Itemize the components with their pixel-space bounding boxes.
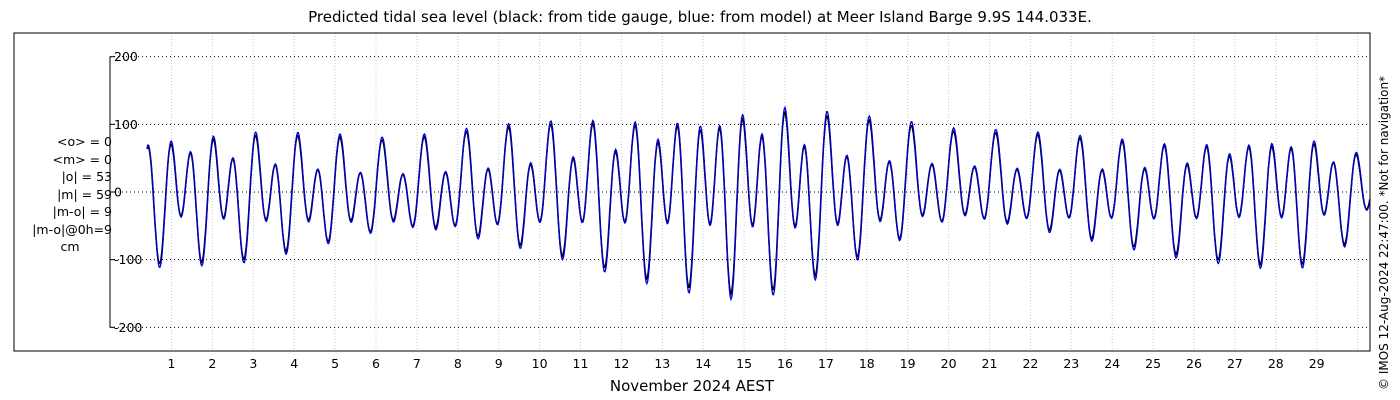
x-tick-label: 16 bbox=[777, 356, 793, 371]
x-tick-label: 27 bbox=[1227, 356, 1243, 371]
x-tick-label: 5 bbox=[331, 356, 339, 371]
x-tick-label: 22 bbox=[1022, 356, 1038, 371]
x-tick-label: 8 bbox=[454, 356, 462, 371]
x-tick-label: 9 bbox=[495, 356, 503, 371]
x-tick-label: 17 bbox=[818, 356, 834, 371]
x-axis: 1 2 3 4 5 6 7 8 9 10 11 12 13 14 15 16 17 18 19 20 21 22 23 24 2… bbox=[168, 356, 1325, 371]
x-tick-label: 4 bbox=[290, 356, 298, 371]
tide-gauge-line bbox=[146, 110, 1371, 296]
stat-abs-model: |m| = 59 bbox=[57, 186, 112, 202]
x-tick-label: 29 bbox=[1309, 356, 1325, 371]
x-tick-label: 7 bbox=[413, 356, 421, 371]
x-tick-label: 15 bbox=[736, 356, 752, 371]
model-line bbox=[146, 105, 1371, 302]
x-tick-label: 28 bbox=[1268, 356, 1284, 371]
x-tick-label: 10 bbox=[532, 356, 548, 371]
plot-frame bbox=[13, 32, 1371, 352]
stat-abs-diff-0h: |m-o|@0h=9 bbox=[32, 221, 112, 237]
y-tick-label: 0 bbox=[114, 185, 122, 200]
y-axis: 200 100 0 -100 -200 bbox=[109, 49, 142, 335]
x-tick-label: 21 bbox=[982, 356, 998, 371]
stat-unit: cm bbox=[60, 239, 80, 254]
grid bbox=[110, 33, 1370, 351]
x-tick-label: 3 bbox=[249, 356, 257, 371]
x-tick-label: 23 bbox=[1063, 356, 1079, 371]
stat-abs-obs: |o| = 53 bbox=[61, 169, 112, 184]
stat-abs-diff: |m-o| = 9 bbox=[52, 204, 112, 219]
x-tick-label: 11 bbox=[573, 356, 589, 371]
x-tick-label: 6 bbox=[372, 356, 380, 371]
stat-mean-obs: <o> = 0 bbox=[57, 134, 112, 149]
x-tick-label: 18 bbox=[859, 356, 875, 371]
x-tick-label: 12 bbox=[613, 356, 629, 371]
x-tick-label: 13 bbox=[654, 356, 670, 371]
y-tick-label: -200 bbox=[114, 320, 142, 335]
stat-mean-model: <m> = 0 bbox=[52, 151, 113, 167]
series-group bbox=[146, 105, 1371, 302]
x-tick-label: 1 bbox=[168, 356, 176, 371]
chart-title: Predicted tidal sea level (black: from t… bbox=[308, 8, 1092, 26]
x-tick-label: 26 bbox=[1186, 356, 1202, 371]
y-tick-label: 200 bbox=[114, 49, 138, 64]
statistics-panel: <o> = 0 <m> = 0 |o| = 53 |m| = 59 |m-o| … bbox=[0, 133, 112, 256]
y-tick-label: 100 bbox=[114, 117, 138, 132]
x-tick-label: 25 bbox=[1145, 356, 1161, 371]
x-tick-label: 20 bbox=[941, 356, 957, 371]
x-tick-label: 2 bbox=[208, 356, 216, 371]
y-tick-label: -100 bbox=[114, 252, 142, 267]
x-tick-label: 14 bbox=[695, 356, 711, 371]
x-tick-label: 24 bbox=[1104, 356, 1120, 371]
x-tick-label: 19 bbox=[900, 356, 916, 371]
x-axis-label: November 2024 AEST bbox=[610, 377, 775, 395]
